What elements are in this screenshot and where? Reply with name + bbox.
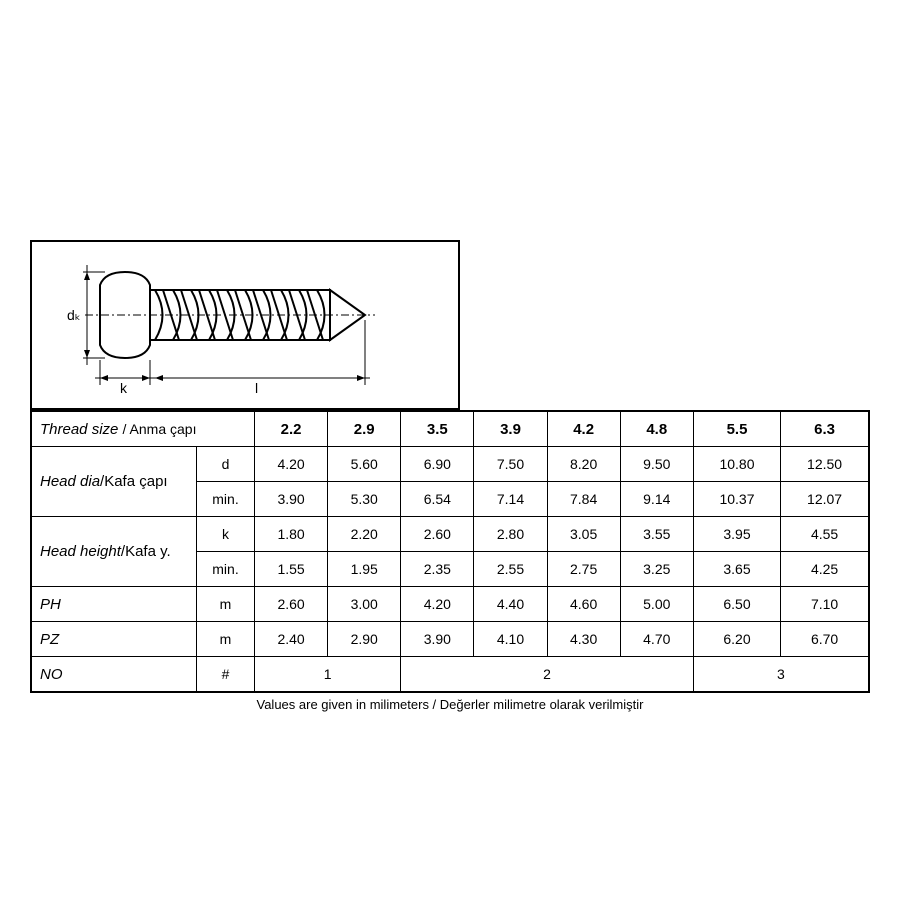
no-group-2: 2 bbox=[401, 657, 694, 693]
sym-cell: min. bbox=[197, 552, 255, 587]
val-cell: 2.35 bbox=[401, 552, 474, 587]
val-cell: 1.55 bbox=[255, 552, 328, 587]
sym-cell: # bbox=[197, 657, 255, 693]
val-cell: 12.50 bbox=[781, 447, 869, 482]
val-cell: 12.07 bbox=[781, 482, 869, 517]
val-cell: 10.37 bbox=[693, 482, 780, 517]
val-cell: 3.90 bbox=[401, 622, 474, 657]
screw-diagram: dₖ k l bbox=[45, 250, 445, 400]
sym-cell: k bbox=[197, 517, 255, 552]
size-col-5: 4.8 bbox=[620, 411, 693, 447]
val-cell: 7.84 bbox=[547, 482, 620, 517]
val-cell: 6.70 bbox=[781, 622, 869, 657]
val-cell: 4.70 bbox=[620, 622, 693, 657]
val-cell: 7.14 bbox=[474, 482, 547, 517]
screw-diagram-box: dₖ k l bbox=[30, 240, 460, 410]
val-cell: 9.50 bbox=[620, 447, 693, 482]
table-row: Head dia/Kafa çapı d 4.20 5.60 6.90 7.50… bbox=[31, 447, 869, 482]
val-cell: 8.20 bbox=[547, 447, 620, 482]
val-cell: 3.90 bbox=[255, 482, 328, 517]
size-col-3: 3.9 bbox=[474, 411, 547, 447]
val-cell: 1.95 bbox=[328, 552, 401, 587]
val-cell: 3.25 bbox=[620, 552, 693, 587]
val-cell: 5.00 bbox=[620, 587, 693, 622]
size-col-0: 2.2 bbox=[255, 411, 328, 447]
val-cell: 1.80 bbox=[255, 517, 328, 552]
no-label: NO bbox=[31, 657, 197, 693]
val-cell: 5.60 bbox=[328, 447, 401, 482]
val-cell: 4.55 bbox=[781, 517, 869, 552]
sym-cell: min. bbox=[197, 482, 255, 517]
val-cell: 2.55 bbox=[474, 552, 547, 587]
sym-cell: m bbox=[197, 622, 255, 657]
val-cell: 6.20 bbox=[693, 622, 780, 657]
size-col-1: 2.9 bbox=[328, 411, 401, 447]
size-col-2: 3.5 bbox=[401, 411, 474, 447]
val-cell: 7.50 bbox=[474, 447, 547, 482]
val-cell: 3.55 bbox=[620, 517, 693, 552]
val-cell: 4.25 bbox=[781, 552, 869, 587]
val-cell: 2.60 bbox=[255, 587, 328, 622]
size-col-6: 5.5 bbox=[693, 411, 780, 447]
header-row: Thread size / Anma çapı 2.2 2.9 3.5 3.9 … bbox=[31, 411, 869, 447]
table-row: PH m 2.60 3.00 4.20 4.40 4.60 5.00 6.50 … bbox=[31, 587, 869, 622]
val-cell: 2.90 bbox=[328, 622, 401, 657]
table-row: PZ m 2.40 2.90 3.90 4.10 4.30 4.70 6.20 … bbox=[31, 622, 869, 657]
head-dia-label: Head dia/Kafa çapı bbox=[31, 447, 197, 517]
val-cell: 3.05 bbox=[547, 517, 620, 552]
dim-label-l: l bbox=[255, 380, 258, 396]
val-cell: 2.60 bbox=[401, 517, 474, 552]
val-cell: 10.80 bbox=[693, 447, 780, 482]
val-cell: 9.14 bbox=[620, 482, 693, 517]
val-cell: 4.30 bbox=[547, 622, 620, 657]
spec-table: Thread size / Anma çapı 2.2 2.9 3.5 3.9 … bbox=[30, 410, 870, 693]
val-cell: 6.90 bbox=[401, 447, 474, 482]
val-cell: 4.10 bbox=[474, 622, 547, 657]
val-cell: 4.40 bbox=[474, 587, 547, 622]
no-row: NO # 1 2 3 bbox=[31, 657, 869, 693]
val-cell: 4.20 bbox=[255, 447, 328, 482]
val-cell: 4.60 bbox=[547, 587, 620, 622]
no-group-3: 3 bbox=[693, 657, 869, 693]
sym-cell: d bbox=[197, 447, 255, 482]
footer-note: Values are given in milimeters / Değerle… bbox=[30, 697, 870, 712]
no-group-1: 1 bbox=[255, 657, 401, 693]
val-cell: 3.95 bbox=[693, 517, 780, 552]
val-cell: 2.20 bbox=[328, 517, 401, 552]
val-cell: 6.54 bbox=[401, 482, 474, 517]
thread-size-label: Thread size / Anma çapı bbox=[31, 411, 255, 447]
size-col-4: 4.2 bbox=[547, 411, 620, 447]
ph-label: PH bbox=[31, 587, 197, 622]
head-height-label: Head height/Kafa y. bbox=[31, 517, 197, 587]
dim-label-d: dₖ bbox=[67, 307, 81, 323]
table-row: Head height/Kafa y. k 1.80 2.20 2.60 2.8… bbox=[31, 517, 869, 552]
val-cell: 5.30 bbox=[328, 482, 401, 517]
pz-label: PZ bbox=[31, 622, 197, 657]
dim-label-k: k bbox=[120, 380, 128, 396]
val-cell: 4.20 bbox=[401, 587, 474, 622]
size-col-7: 6.3 bbox=[781, 411, 869, 447]
val-cell: 6.50 bbox=[693, 587, 780, 622]
val-cell: 2.40 bbox=[255, 622, 328, 657]
val-cell: 7.10 bbox=[781, 587, 869, 622]
val-cell: 3.65 bbox=[693, 552, 780, 587]
val-cell: 2.80 bbox=[474, 517, 547, 552]
val-cell: 2.75 bbox=[547, 552, 620, 587]
sym-cell: m bbox=[197, 587, 255, 622]
val-cell: 3.00 bbox=[328, 587, 401, 622]
